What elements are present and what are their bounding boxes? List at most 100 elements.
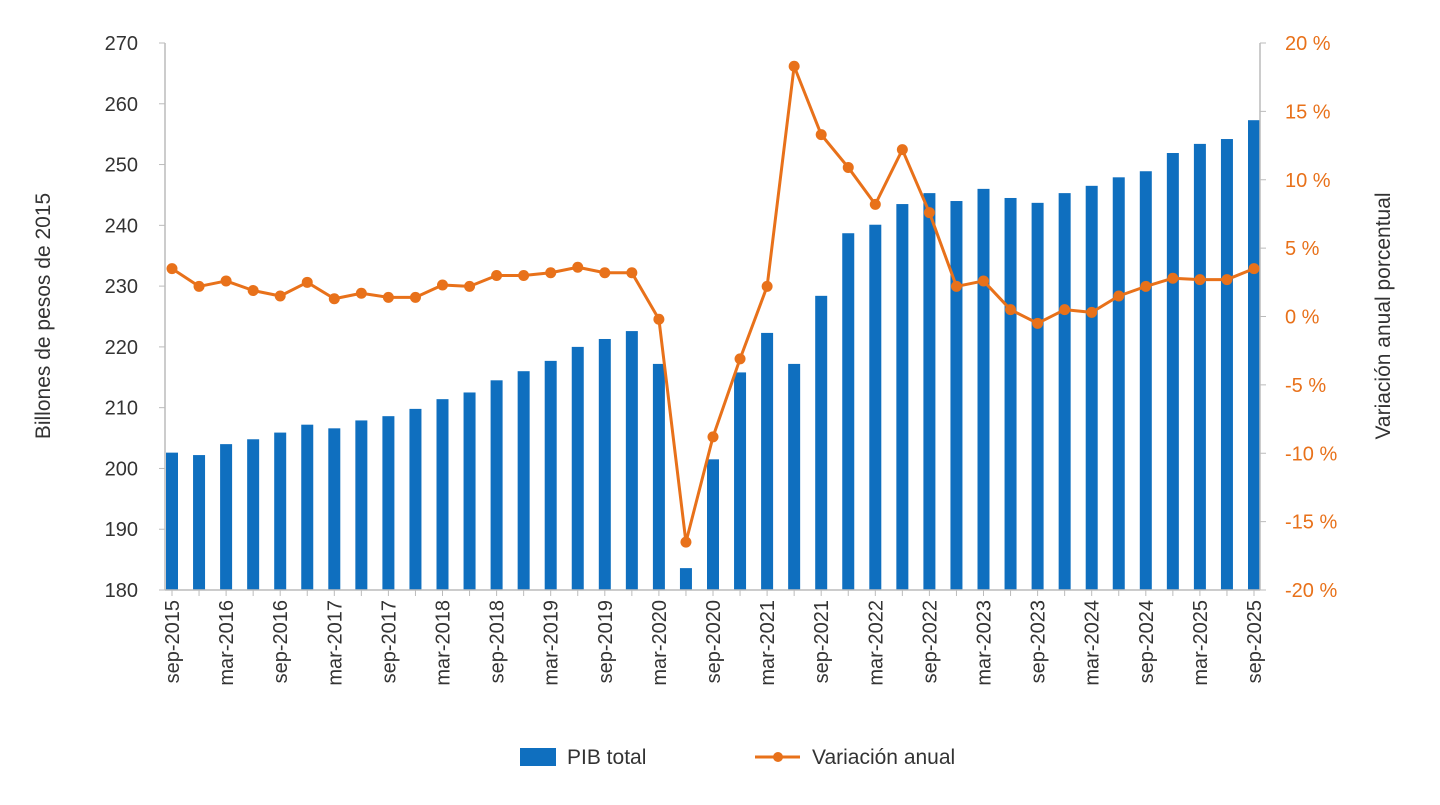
x-tick-label: sep-2021 bbox=[811, 600, 833, 683]
bar bbox=[734, 372, 747, 590]
legend: PIB total Variación anual bbox=[520, 746, 955, 769]
bar bbox=[1031, 202, 1044, 590]
right-tick-label: 5 % bbox=[1285, 238, 1320, 260]
bar bbox=[896, 204, 909, 591]
line-point bbox=[1221, 274, 1233, 286]
x-tick-label: sep-2018 bbox=[487, 600, 509, 683]
right-tick-label: -10 % bbox=[1285, 443, 1337, 465]
line-point bbox=[734, 353, 746, 365]
x-tick-label: mar-2021 bbox=[757, 600, 779, 686]
line-point bbox=[464, 280, 476, 292]
bar bbox=[788, 363, 801, 590]
x-tick-label: mar-2016 bbox=[216, 600, 238, 686]
bar bbox=[1220, 139, 1233, 591]
line-point bbox=[923, 207, 935, 219]
x-tick-label: sep-2017 bbox=[378, 600, 400, 683]
right-tick-label: 15 % bbox=[1285, 101, 1331, 123]
left-tick-label: 210 bbox=[105, 398, 138, 420]
bar bbox=[301, 424, 314, 590]
line-point bbox=[274, 290, 286, 302]
bar bbox=[1004, 197, 1017, 590]
left-tick-label: 220 bbox=[105, 337, 138, 359]
right-tick-label: -5 % bbox=[1285, 375, 1326, 397]
x-tick-label: sep-2015 bbox=[162, 600, 184, 683]
line-point bbox=[599, 267, 611, 279]
left-tick-label: 240 bbox=[105, 215, 138, 237]
bar bbox=[625, 331, 638, 590]
line-point bbox=[842, 161, 854, 173]
x-tick-label: sep-2023 bbox=[1028, 600, 1050, 683]
right-tick-label: -15 % bbox=[1285, 512, 1337, 534]
bar bbox=[1139, 171, 1152, 591]
line-point bbox=[1248, 263, 1260, 275]
x-tick-label: mar-2018 bbox=[433, 600, 455, 686]
x-tick-label: sep-2024 bbox=[1136, 600, 1158, 683]
bar bbox=[247, 439, 260, 590]
line-series bbox=[166, 60, 1260, 548]
bar bbox=[328, 428, 341, 590]
bar bbox=[707, 459, 719, 590]
left-tick-label: 180 bbox=[105, 580, 138, 602]
line-point bbox=[491, 269, 503, 281]
bar bbox=[923, 193, 936, 591]
bar bbox=[1112, 177, 1125, 590]
line-point bbox=[545, 267, 557, 279]
line-point bbox=[301, 276, 313, 288]
legend-swatch-pib bbox=[520, 748, 556, 766]
legend-label-pib: PIB total bbox=[567, 746, 646, 769]
line-point bbox=[626, 267, 638, 279]
bar bbox=[517, 371, 530, 590]
line-point bbox=[193, 280, 205, 292]
bar bbox=[1058, 193, 1071, 591]
x-tick-label: mar-2024 bbox=[1082, 600, 1104, 686]
line-point bbox=[1032, 317, 1044, 329]
bar bbox=[409, 408, 422, 590]
x-tick-label: sep-2022 bbox=[919, 600, 941, 683]
bar bbox=[1166, 153, 1179, 590]
bar bbox=[652, 363, 665, 590]
bar bbox=[842, 233, 855, 591]
right-tick-label: 0 % bbox=[1285, 307, 1320, 329]
line-point bbox=[1059, 304, 1071, 316]
x-tick-label: mar-2017 bbox=[324, 600, 346, 686]
bar bbox=[815, 295, 828, 590]
line-point bbox=[220, 275, 232, 287]
bar bbox=[679, 568, 692, 590]
axes: 180 190 200 210 220 230 240 250 260 270 -20 % -15 %… bbox=[105, 33, 1338, 686]
bar bbox=[869, 224, 882, 590]
x-tick-label: sep-2020 bbox=[703, 600, 725, 683]
line-point bbox=[518, 269, 530, 281]
bar bbox=[598, 338, 611, 590]
bar bbox=[193, 455, 206, 590]
bar bbox=[355, 420, 368, 590]
line-point bbox=[1167, 272, 1179, 284]
line-point bbox=[166, 263, 178, 275]
left-tick-label: 230 bbox=[105, 276, 138, 298]
line-point bbox=[761, 280, 773, 292]
x-tick-label: mar-2025 bbox=[1190, 600, 1212, 686]
left-axis-title: Billones de pesos de 2015 bbox=[32, 193, 55, 439]
left-tick-label: 250 bbox=[105, 155, 138, 177]
line-point bbox=[869, 198, 881, 210]
x-tick-label: mar-2020 bbox=[649, 600, 671, 686]
bar bbox=[1193, 143, 1206, 590]
line-point bbox=[978, 275, 989, 287]
bar bbox=[1085, 185, 1098, 591]
line-point bbox=[328, 293, 340, 305]
bar bbox=[436, 399, 449, 590]
x-tick-label: mar-2023 bbox=[974, 600, 996, 686]
legend-swatch-dot bbox=[773, 752, 783, 762]
line-point bbox=[653, 313, 665, 325]
line-point bbox=[409, 291, 421, 303]
bar bbox=[950, 201, 963, 590]
right-tick-label: -20 % bbox=[1285, 580, 1337, 602]
line-point bbox=[382, 291, 394, 303]
x-tick-label: sep-2016 bbox=[270, 600, 292, 683]
x-tick-label: sep-2025 bbox=[1244, 600, 1266, 683]
line-point bbox=[680, 536, 692, 548]
line-point bbox=[1140, 280, 1152, 292]
line-point bbox=[1194, 274, 1206, 286]
line-point bbox=[1086, 306, 1098, 318]
left-tick-label: 270 bbox=[105, 33, 138, 55]
bar bbox=[544, 360, 557, 590]
